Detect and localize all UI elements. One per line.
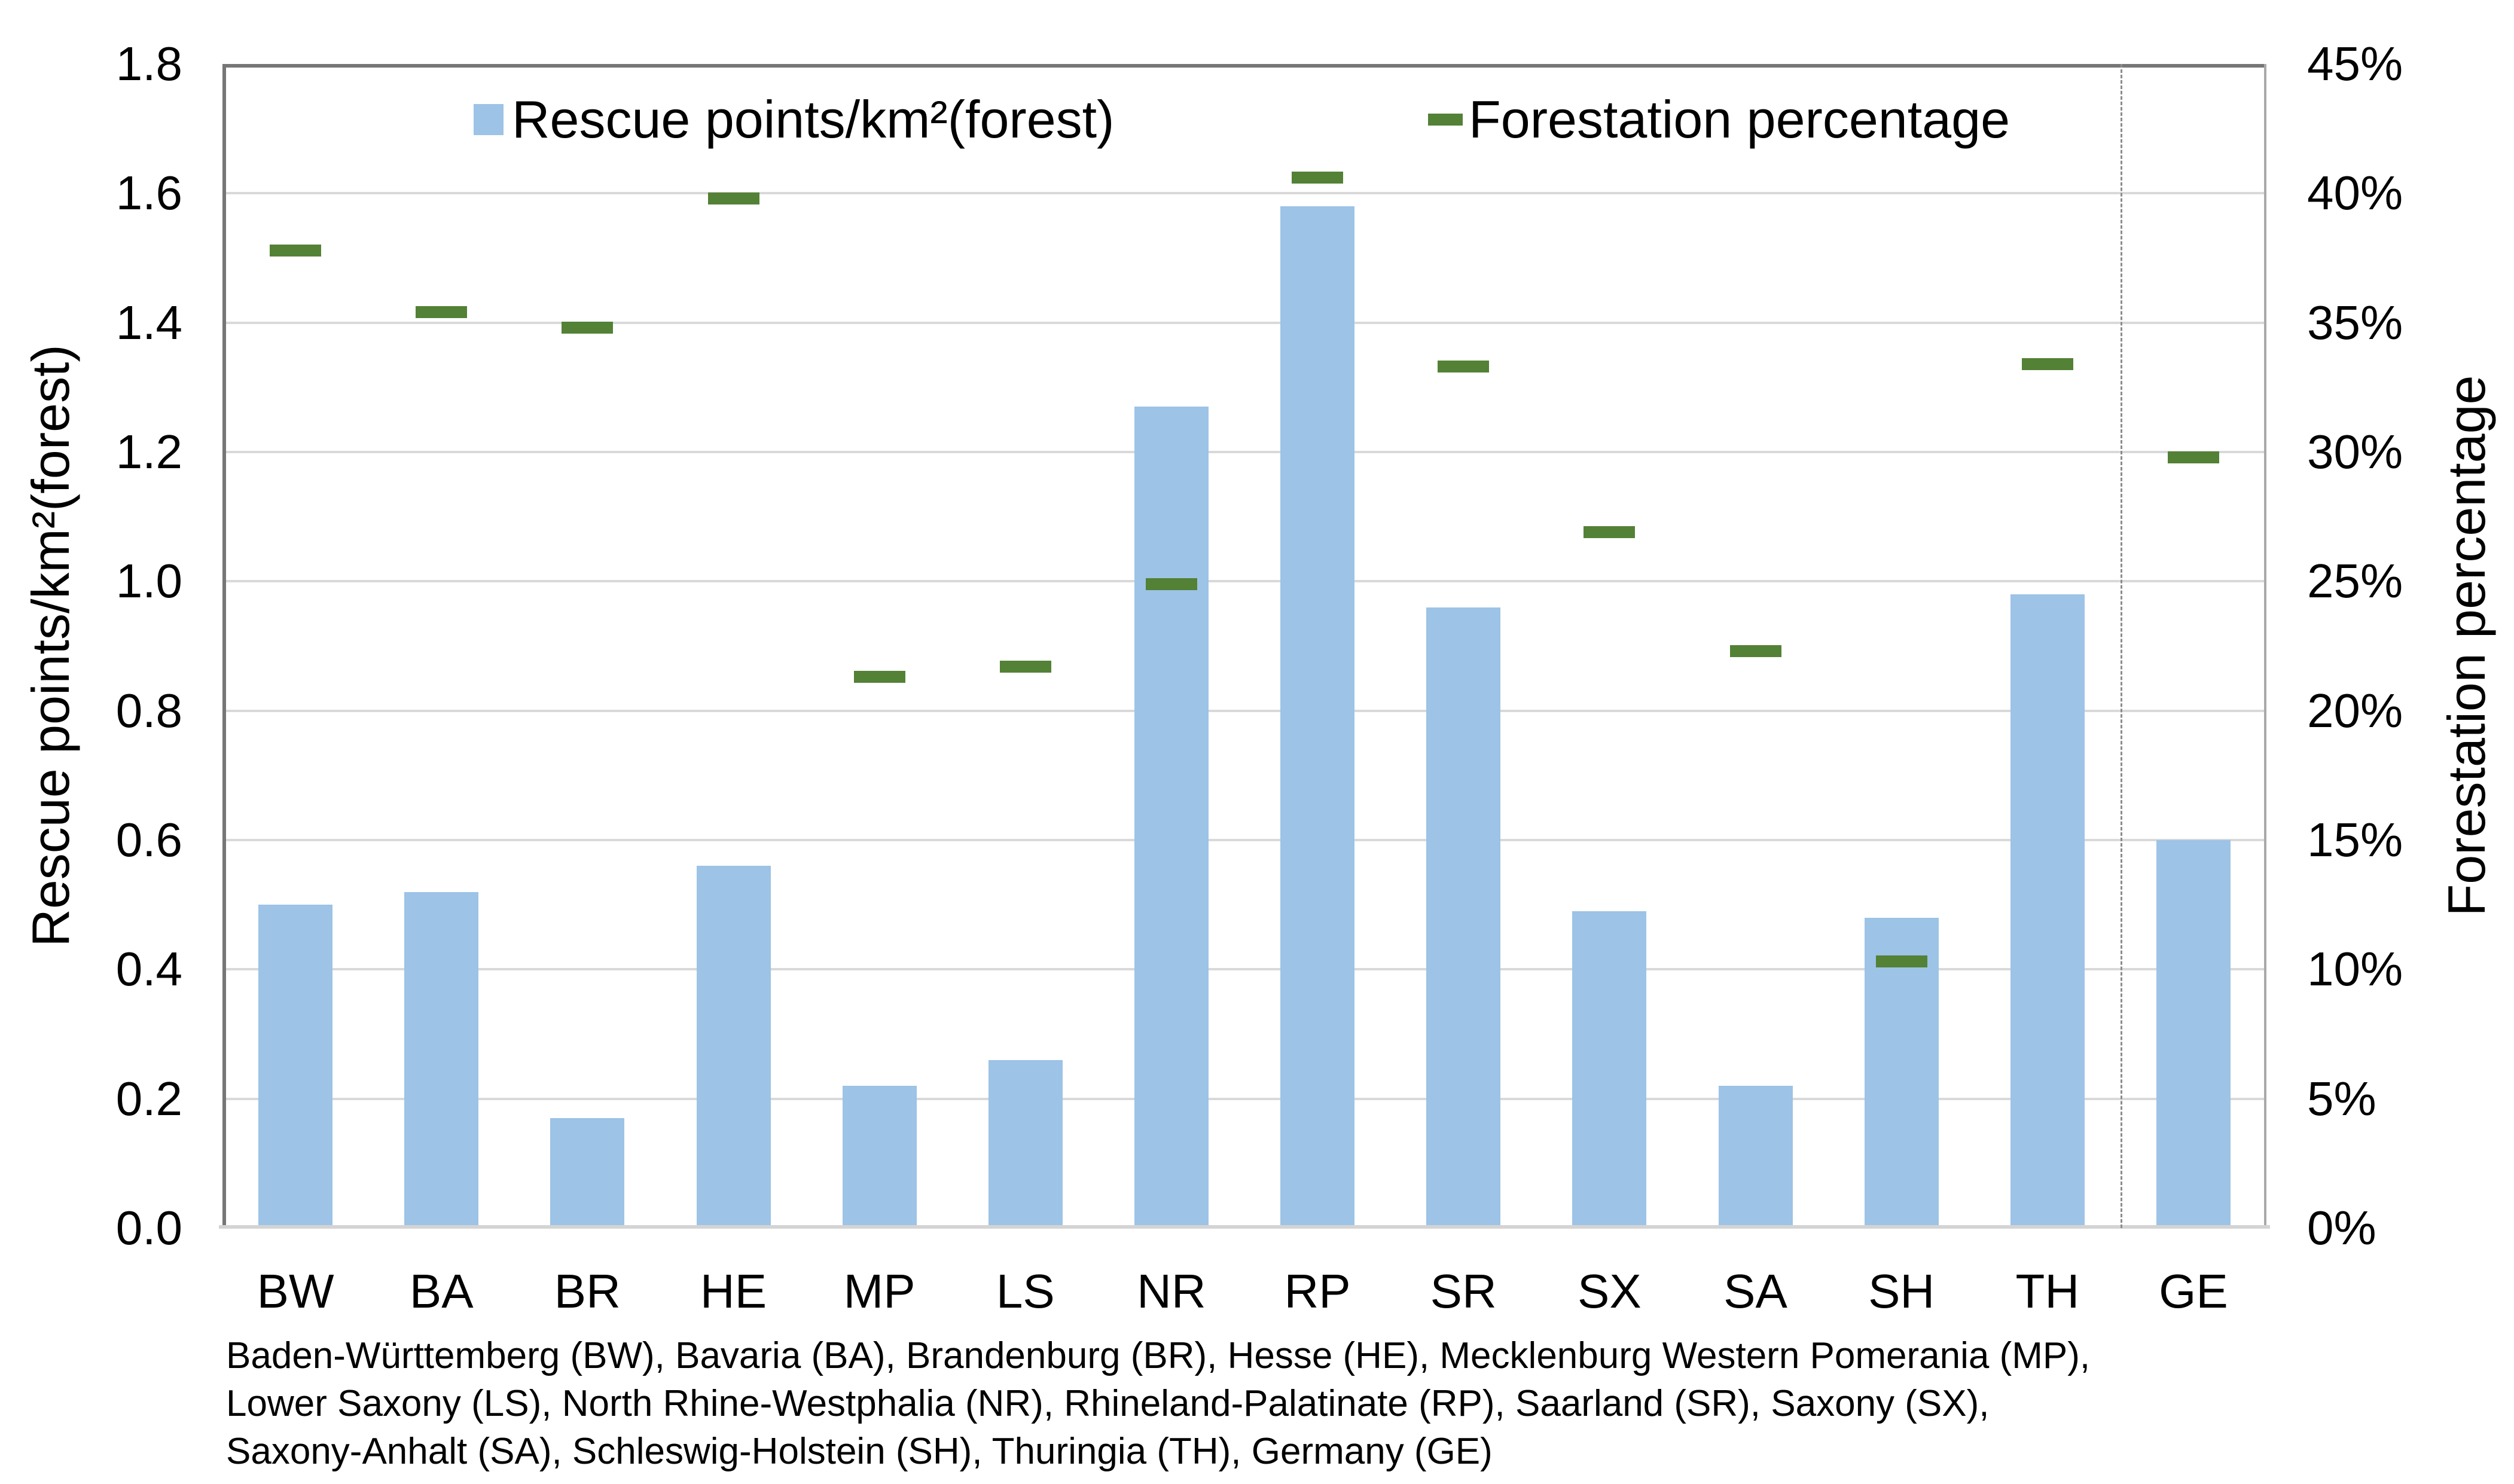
forestation-dash-GE: [2167, 451, 2219, 463]
right-axis-tick: 10%: [2307, 942, 2403, 996]
left-axis-tick: 0.4: [115, 942, 182, 996]
x-label-SX: SX: [1577, 1265, 1642, 1318]
x-label-BR: BR: [554, 1265, 621, 1318]
legend-item-forestation: Forestation percentage: [1428, 88, 2010, 151]
bar-MP: [842, 1086, 917, 1225]
legend-label-rescue-points: Rescue points/km²(forest): [512, 90, 1115, 149]
right-axis-title: Forestation percentage: [2437, 375, 2496, 917]
bar-SR: [1426, 607, 1501, 1225]
legend-item-rescue-points: Rescue points/km²(forest): [474, 88, 1114, 151]
x-label-RP: RP: [1284, 1265, 1351, 1318]
left-axis-tick: 0.0: [115, 1201, 182, 1254]
gridline: [222, 1097, 2266, 1100]
right-axis-tick: 15%: [2307, 813, 2403, 866]
x-axis-baseline: [219, 1225, 2270, 1229]
forestation-dash-BR: [562, 322, 614, 334]
left-axis-tick: 0.8: [115, 683, 182, 737]
caption-line-2: Lower Saxony (LS), North Rhine-Westphali…: [226, 1383, 1990, 1424]
forestation-dash-SH: [1875, 955, 1927, 968]
bar-BA: [404, 891, 479, 1225]
forestation-dash-MP: [853, 671, 905, 683]
germany-separator-line: [2120, 64, 2122, 1228]
left-axis-tick: 1.0: [115, 554, 182, 608]
gridline: [222, 321, 2266, 324]
right-axis-tick: 40%: [2307, 166, 2403, 220]
x-label-GE: GE: [2159, 1265, 2228, 1318]
x-label-SH: SH: [1868, 1265, 1935, 1318]
forestation-dash-SX: [1584, 526, 1636, 539]
gridline: [222, 580, 2266, 583]
caption: Baden-Württemberg (BW), Bavaria (BA), Br…: [226, 1332, 2090, 1476]
gridline: [222, 451, 2266, 453]
left-axis-tick: 1.8: [115, 37, 182, 90]
left-axis-line: [222, 64, 226, 1228]
bar-NR: [1134, 407, 1209, 1225]
legend-dash-swatch-icon: [1428, 114, 1463, 126]
forestation-dash-LS: [999, 661, 1051, 673]
right-axis-tick: 20%: [2307, 683, 2403, 737]
bar-BR: [550, 1118, 625, 1225]
right-axis-tick: 35%: [2307, 295, 2403, 349]
bar-BW: [258, 905, 333, 1225]
gridline: [222, 839, 2266, 841]
left-axis-tick: 0.6: [115, 813, 182, 866]
forestation-dash-BW: [270, 244, 322, 257]
bar-LS: [988, 1059, 1063, 1225]
right-axis-tick: 25%: [2307, 554, 2403, 608]
gridline: [222, 709, 2266, 712]
gridline: [222, 192, 2266, 195]
x-label-NR: NR: [1137, 1265, 1206, 1318]
bar-HE: [696, 866, 771, 1225]
bar-GE: [2156, 840, 2231, 1225]
left-axis-tick: 1.2: [115, 425, 182, 478]
bar-SH: [1864, 917, 1939, 1225]
right-axis-tick: 0%: [2307, 1201, 2376, 1254]
forestation-dash-NR: [1145, 578, 1197, 590]
left-axis-tick: 0.2: [115, 1071, 182, 1125]
caption-line-3: Saxony-Anhalt (SA), Schleswig-Holstein (…: [226, 1431, 1493, 1472]
right-axis-line: [2264, 64, 2266, 1228]
forestation-dash-BA: [416, 306, 468, 319]
forestation-dash-HE: [707, 192, 759, 204]
legend-label-forestation: Forestation percentage: [1469, 90, 2010, 149]
caption-line-1: Baden-Württemberg (BW), Bavaria (BA), Br…: [226, 1335, 2091, 1376]
forestation-dash-SA: [1729, 645, 1781, 658]
bar-SX: [1572, 911, 1647, 1225]
right-axis-tick: 5%: [2307, 1071, 2376, 1125]
left-axis-tick: 1.4: [115, 295, 182, 349]
plot-area: [219, 64, 2270, 1229]
x-label-BA: BA: [409, 1265, 474, 1318]
right-axis-tick: 45%: [2307, 37, 2403, 90]
left-axis-title: Rescue points/km²(forest): [21, 344, 80, 947]
x-label-HE: HE: [700, 1265, 767, 1318]
forestation-dash-SR: [1438, 361, 1490, 373]
bar-RP: [1280, 206, 1355, 1225]
x-label-LS: LS: [996, 1265, 1055, 1318]
right-axis-tick: 30%: [2307, 425, 2403, 478]
bar-SA: [1718, 1086, 1793, 1225]
plot-top-border: [222, 64, 2266, 68]
forestation-dash-RP: [1292, 172, 1344, 184]
x-label-SR: SR: [1430, 1265, 1497, 1318]
left-axis-tick: 1.6: [115, 166, 182, 220]
x-label-TH: TH: [2015, 1265, 2080, 1318]
bar-TH: [2010, 594, 2085, 1225]
x-label-MP: MP: [843, 1265, 916, 1318]
forestation-dash-TH: [2021, 358, 2073, 370]
x-label-BW: BW: [257, 1265, 334, 1318]
gridline: [222, 968, 2266, 971]
x-label-SA: SA: [1723, 1265, 1787, 1318]
legend-bar-swatch-icon: [474, 104, 504, 135]
